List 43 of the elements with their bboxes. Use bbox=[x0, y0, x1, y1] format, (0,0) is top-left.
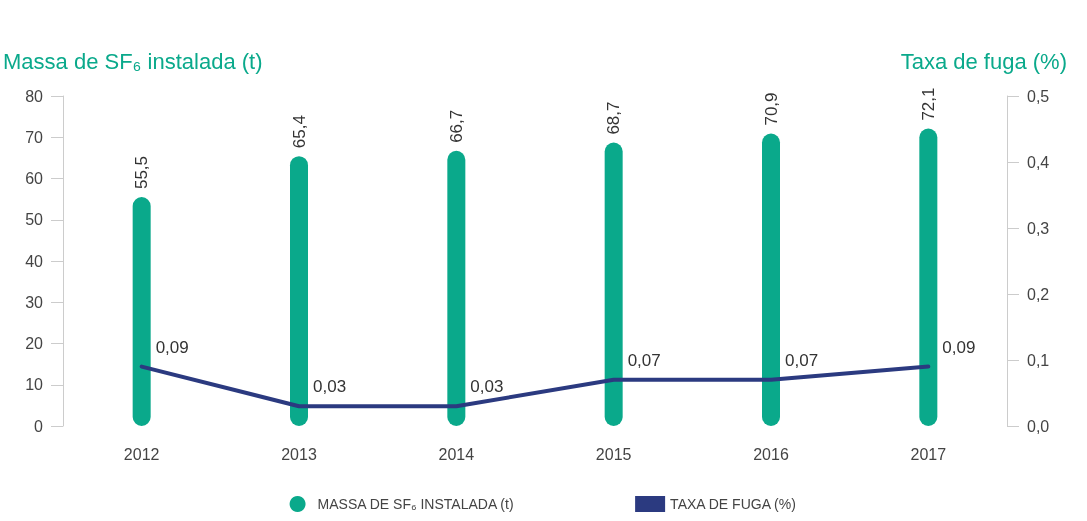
data-label: 0,03 bbox=[470, 377, 504, 397]
bar bbox=[604, 142, 623, 426]
bar bbox=[919, 128, 938, 426]
data-label: 66,7 bbox=[446, 109, 466, 143]
legend-label: MASSA DE SF₆ INSTALADA (t) bbox=[317, 496, 514, 512]
data-label: 70,9 bbox=[761, 92, 781, 126]
data-label: 72,1 bbox=[918, 87, 938, 121]
y2-tick-label: 0,2 bbox=[1027, 285, 1050, 303]
y2-tick-label: 0,1 bbox=[1027, 351, 1050, 369]
data-label: 0,03 bbox=[313, 377, 347, 397]
y2-tick-label: 0,3 bbox=[1027, 219, 1050, 237]
data-label: 0,09 bbox=[942, 337, 976, 357]
x-tick-label: 2014 bbox=[438, 445, 475, 463]
x-tick-label: 2016 bbox=[753, 445, 789, 463]
bar bbox=[290, 156, 308, 426]
legend-label: TAXA DE FUGA (%) bbox=[670, 496, 796, 512]
data-label: 0,07 bbox=[627, 350, 661, 370]
y2-tick-label: 0,4 bbox=[1027, 153, 1050, 171]
y-tick-label: 30 bbox=[25, 293, 44, 311]
x-tick-label: 2012 bbox=[123, 445, 160, 463]
y-tick-label: 40 bbox=[25, 252, 44, 270]
x-tick-label: 2017 bbox=[910, 445, 947, 463]
x-tick-label: 2013 bbox=[281, 445, 317, 463]
y-axis-title: Massa de SF₆ instalada (t) bbox=[3, 48, 263, 74]
y-tick-label: 20 bbox=[25, 335, 44, 352]
x-tick-label: 2015 bbox=[595, 445, 632, 463]
bar bbox=[447, 150, 466, 426]
y-tick-label: 60 bbox=[25, 170, 44, 187]
bar bbox=[762, 133, 780, 426]
data-label: 68,7 bbox=[604, 101, 624, 135]
data-label: 0,09 bbox=[155, 337, 189, 357]
data-label: 0,07 bbox=[785, 350, 819, 370]
data-label: 55,5 bbox=[132, 155, 152, 190]
y2-tick-label: 0,0 bbox=[1027, 417, 1050, 435]
y-tick-label: 70 bbox=[25, 128, 44, 146]
y-tick-label: 10 bbox=[25, 376, 44, 394]
y2-tick-label: 0,5 bbox=[1027, 87, 1050, 105]
bar bbox=[132, 197, 151, 426]
data-label: 65,4 bbox=[289, 115, 309, 149]
y-tick-label: 50 bbox=[25, 211, 44, 229]
y-tick-label: 80 bbox=[25, 87, 44, 105]
y-tick-label: 0 bbox=[34, 417, 44, 435]
y2-axis-title: Taxa de fuga (%) bbox=[900, 48, 1067, 74]
